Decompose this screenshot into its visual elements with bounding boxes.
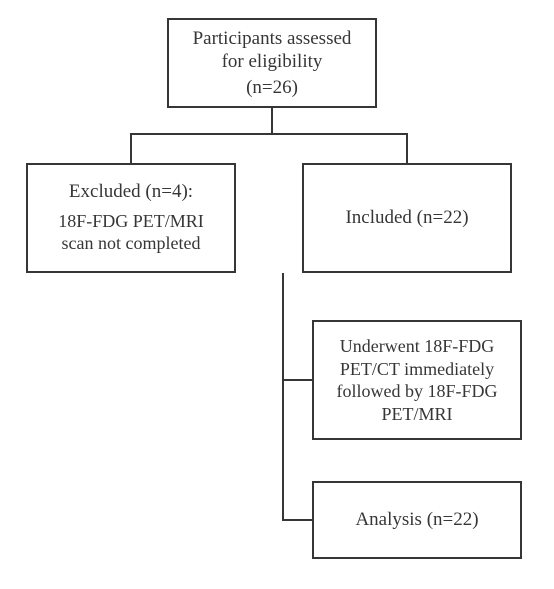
included-title: Included (n=22): [345, 207, 468, 230]
node-underwent: Underwent 18F-FDG PET/CT immediately fol…: [312, 320, 522, 440]
underwent-line3: followed by 18F-FDG: [337, 380, 498, 403]
node-excluded: Excluded (n=4): 18F-FDG PET/MRI scan not…: [26, 163, 236, 273]
edge-assessed-stub: [271, 108, 273, 135]
edge-tap-analysis: [282, 519, 312, 521]
underwent-line4: PET/MRI: [381, 403, 452, 426]
node-assessed: Participants assessed for eligibility (n…: [167, 18, 377, 108]
node-included: Included (n=22): [302, 163, 512, 273]
edge-tap-underwent: [282, 379, 312, 381]
edge-to-included: [406, 133, 408, 163]
assessed-line2: for eligibility: [222, 51, 323, 74]
analysis-title: Analysis (n=22): [355, 509, 478, 532]
excluded-detail-1: 18F-FDG PET/MRI: [58, 210, 204, 233]
edge-to-excluded: [130, 133, 132, 163]
assessed-count: (n=26): [246, 77, 298, 100]
assessed-line1: Participants assessed: [193, 28, 352, 51]
underwent-line2: PET/CT immediately: [340, 358, 494, 381]
underwent-line1: Underwent 18F-FDG: [340, 335, 495, 358]
flowchart-canvas: Participants assessed for eligibility (n…: [0, 0, 554, 589]
excluded-detail-2: scan not completed: [62, 232, 201, 255]
edge-spine: [282, 273, 284, 521]
edge-split-bar: [130, 133, 408, 135]
node-analysis: Analysis (n=22): [312, 481, 522, 559]
excluded-title: Excluded (n=4):: [69, 181, 193, 204]
